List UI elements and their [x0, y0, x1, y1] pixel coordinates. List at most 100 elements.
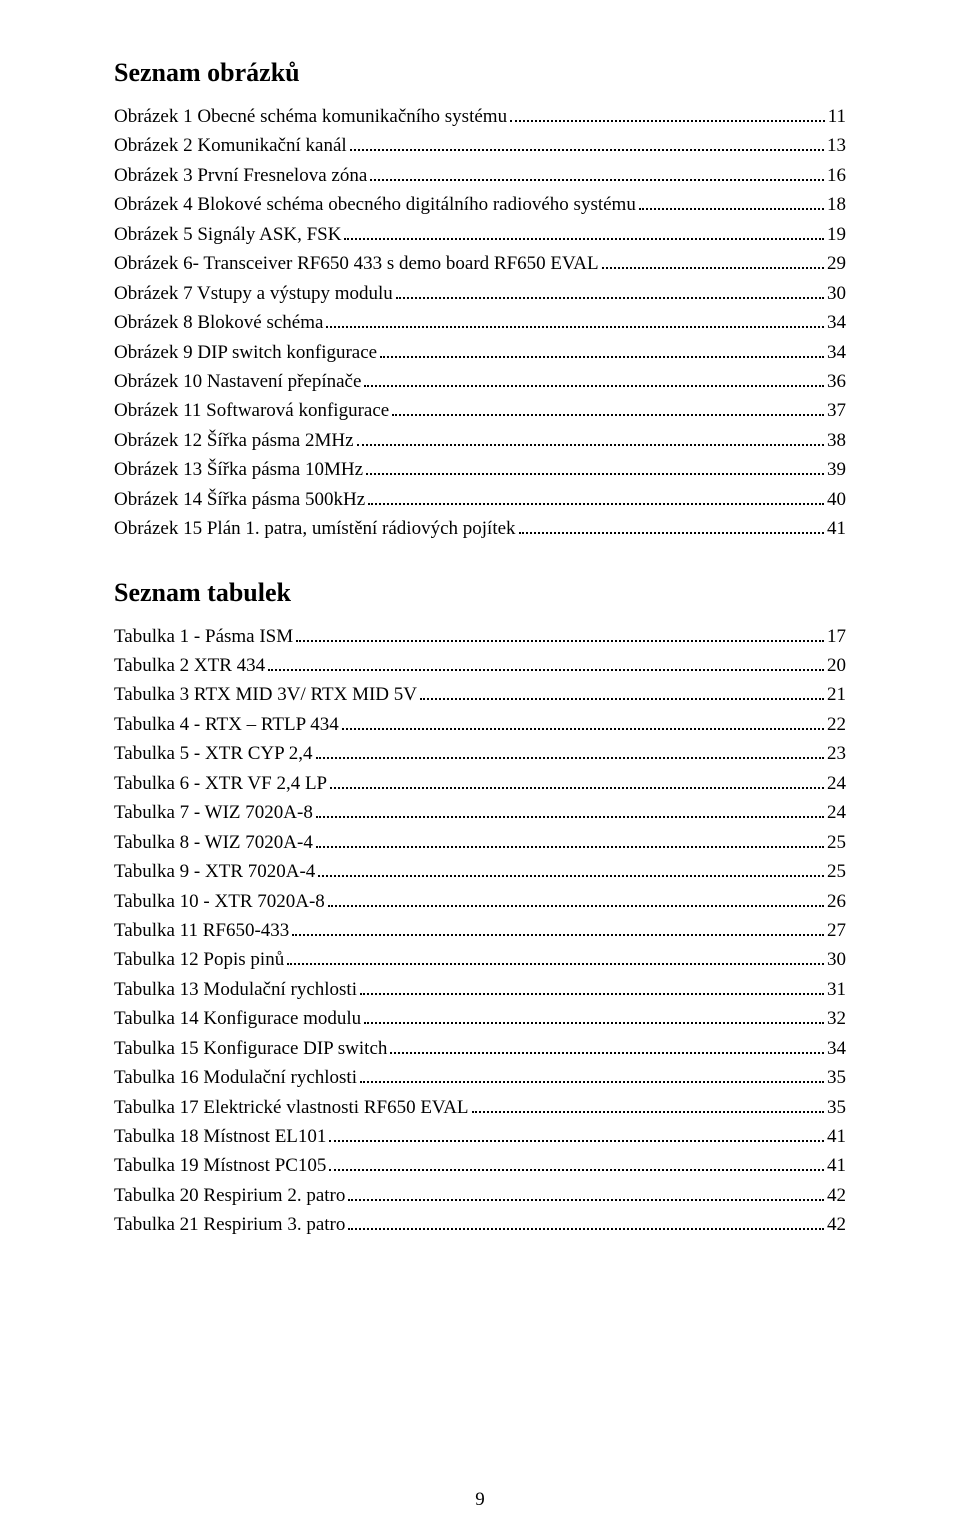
- figure-label: Obrázek 13 Šířka pásma 10MHz: [114, 455, 363, 484]
- table-label: Tabulka 6 - XTR VF 2,4 LP: [114, 769, 327, 798]
- figure-entry: Obrázek 12 Šířka pásma 2MHz 38: [114, 426, 846, 455]
- table-label: Tabulka 16 Modulační rychlosti: [114, 1063, 357, 1092]
- leader-dots: [296, 622, 824, 641]
- leader-dots: [329, 1123, 824, 1142]
- table-entry: Tabulka 9 - XTR 7020A-425: [114, 857, 846, 886]
- table-page: 42: [827, 1181, 846, 1210]
- figure-page: 16: [827, 161, 846, 190]
- table-entry: Tabulka 18 Místnost EL101 41: [114, 1122, 846, 1151]
- figure-entry: Obrázek 5 Signály ASK, FSK19: [114, 220, 846, 249]
- table-page: 25: [827, 857, 846, 886]
- leader-dots: [316, 829, 824, 848]
- leader-dots: [380, 338, 824, 357]
- table-page: 26: [827, 887, 846, 916]
- list-of-figures: Obrázek 1 Obecné schéma komunikačního sy…: [114, 102, 846, 544]
- leader-dots: [350, 132, 824, 151]
- table-page: 20: [827, 651, 846, 680]
- table-entry: Tabulka 6 - XTR VF 2,4 LP24: [114, 769, 846, 798]
- leader-dots: [316, 799, 824, 818]
- leader-dots: [366, 456, 824, 475]
- figure-entry: Obrázek 15 Plán 1. patra, umístění rádio…: [114, 514, 846, 543]
- table-page: 21: [827, 680, 846, 709]
- document-page: Seznam obrázků Obrázek 1 Obecné schéma k…: [0, 0, 960, 1539]
- figure-entry: Obrázek 4 Blokové schéma obecného digitá…: [114, 190, 846, 219]
- leader-dots: [360, 976, 824, 995]
- table-page: 35: [827, 1063, 846, 1092]
- figure-page: 13: [827, 131, 846, 160]
- table-entry: Tabulka 4 - RTX – RTLP 43422: [114, 710, 846, 739]
- leader-dots: [364, 1005, 824, 1024]
- leader-dots: [368, 486, 824, 505]
- leader-dots: [342, 711, 824, 730]
- leader-dots: [268, 652, 824, 671]
- figure-entry: Obrázek 14 Šířka pásma 500kHz 40: [114, 485, 846, 514]
- figure-label: Obrázek 7 Vstupy a výstupy modulu: [114, 279, 393, 308]
- table-entry: Tabulka 1 - Pásma ISM17: [114, 622, 846, 651]
- leader-dots: [348, 1211, 824, 1230]
- figure-entry: Obrázek 10 Nastavení přepínače36: [114, 367, 846, 396]
- table-entry: Tabulka 3 RTX MID 3V/ RTX MID 5V 21: [114, 680, 846, 709]
- list-of-tables: Tabulka 1 - Pásma ISM17Tabulka 2 XTR 434…: [114, 622, 846, 1240]
- table-label: Tabulka 4 - RTX – RTLP 434: [114, 710, 339, 739]
- figure-page: 38: [827, 426, 846, 455]
- table-page: 23: [827, 739, 846, 768]
- leader-dots: [287, 946, 824, 965]
- table-label: Tabulka 1 - Pásma ISM: [114, 622, 293, 651]
- table-page: 41: [827, 1151, 846, 1180]
- table-page: 34: [827, 1034, 846, 1063]
- figure-page: 18: [827, 190, 846, 219]
- leader-dots: [420, 681, 824, 700]
- figure-label: Obrázek 10 Nastavení přepínače: [114, 367, 361, 396]
- table-label: Tabulka 3 RTX MID 3V/ RTX MID 5V: [114, 680, 417, 709]
- leader-dots: [292, 917, 824, 936]
- figure-label: Obrázek 2 Komunikační kanál: [114, 131, 347, 160]
- leader-dots: [316, 740, 824, 759]
- table-label: Tabulka 21 Respirium 3. patro: [114, 1210, 345, 1239]
- leader-dots: [330, 770, 824, 789]
- figure-label: Obrázek 12 Šířka pásma 2MHz: [114, 426, 354, 455]
- table-entry: Tabulka 8 - WIZ 7020A-4 25: [114, 828, 846, 857]
- figure-label: Obrázek 11 Softwarová konfigurace: [114, 396, 389, 425]
- leader-dots: [472, 1093, 824, 1112]
- leader-dots: [357, 427, 824, 446]
- leader-dots: [344, 221, 824, 240]
- table-label: Tabulka 10 - XTR 7020A-8: [114, 887, 325, 916]
- figure-entry: Obrázek 3 První Fresnelova zóna16: [114, 161, 846, 190]
- table-page: 30: [827, 945, 846, 974]
- table-label: Tabulka 15 Konfigurace DIP switch: [114, 1034, 387, 1063]
- table-label: Tabulka 19 Místnost PC105: [114, 1151, 326, 1180]
- figure-page: 39: [827, 455, 846, 484]
- figure-label: Obrázek 5 Signály ASK, FSK: [114, 220, 341, 249]
- table-entry: Tabulka 16 Modulační rychlosti 35: [114, 1063, 846, 1092]
- table-page: 27: [827, 916, 846, 945]
- figure-label: Obrázek 15 Plán 1. patra, umístění rádio…: [114, 514, 516, 543]
- figure-entry: Obrázek 1 Obecné schéma komunikačního sy…: [114, 102, 846, 131]
- table-page: 32: [827, 1004, 846, 1033]
- figure-page: 34: [827, 308, 846, 337]
- table-entry: Tabulka 13 Modulační rychlosti31: [114, 975, 846, 1004]
- table-page: 41: [827, 1122, 846, 1151]
- table-label: Tabulka 11 RF650-433: [114, 916, 289, 945]
- table-page: 42: [827, 1210, 846, 1239]
- table-label: Tabulka 2 XTR 434: [114, 651, 265, 680]
- figure-label: Obrázek 14 Šířka pásma 500kHz: [114, 485, 365, 514]
- table-entry: Tabulka 21 Respirium 3. patro 42: [114, 1210, 846, 1239]
- figure-page: 30: [827, 279, 846, 308]
- table-entry: Tabulka 5 - XTR CYP 2,423: [114, 739, 846, 768]
- table-label: Tabulka 7 - WIZ 7020A-8: [114, 798, 313, 827]
- figure-page: 40: [827, 485, 846, 514]
- leader-dots: [396, 280, 824, 299]
- figure-label: Obrázek 9 DIP switch konfigurace: [114, 338, 377, 367]
- figure-entry: Obrázek 9 DIP switch konfigurace34: [114, 338, 846, 367]
- table-label: Tabulka 20 Respirium 2. patro: [114, 1181, 345, 1210]
- table-page: 24: [827, 798, 846, 827]
- figure-page: 11: [828, 102, 846, 131]
- table-page: 25: [827, 828, 846, 857]
- leader-dots: [318, 858, 824, 877]
- table-label: Tabulka 18 Místnost EL101: [114, 1122, 326, 1151]
- leader-dots: [639, 191, 824, 210]
- table-label: Tabulka 8 - WIZ 7020A-4: [114, 828, 313, 857]
- leader-dots: [328, 887, 824, 906]
- table-entry: Tabulka 12 Popis pinů30: [114, 945, 846, 974]
- leader-dots: [326, 309, 824, 328]
